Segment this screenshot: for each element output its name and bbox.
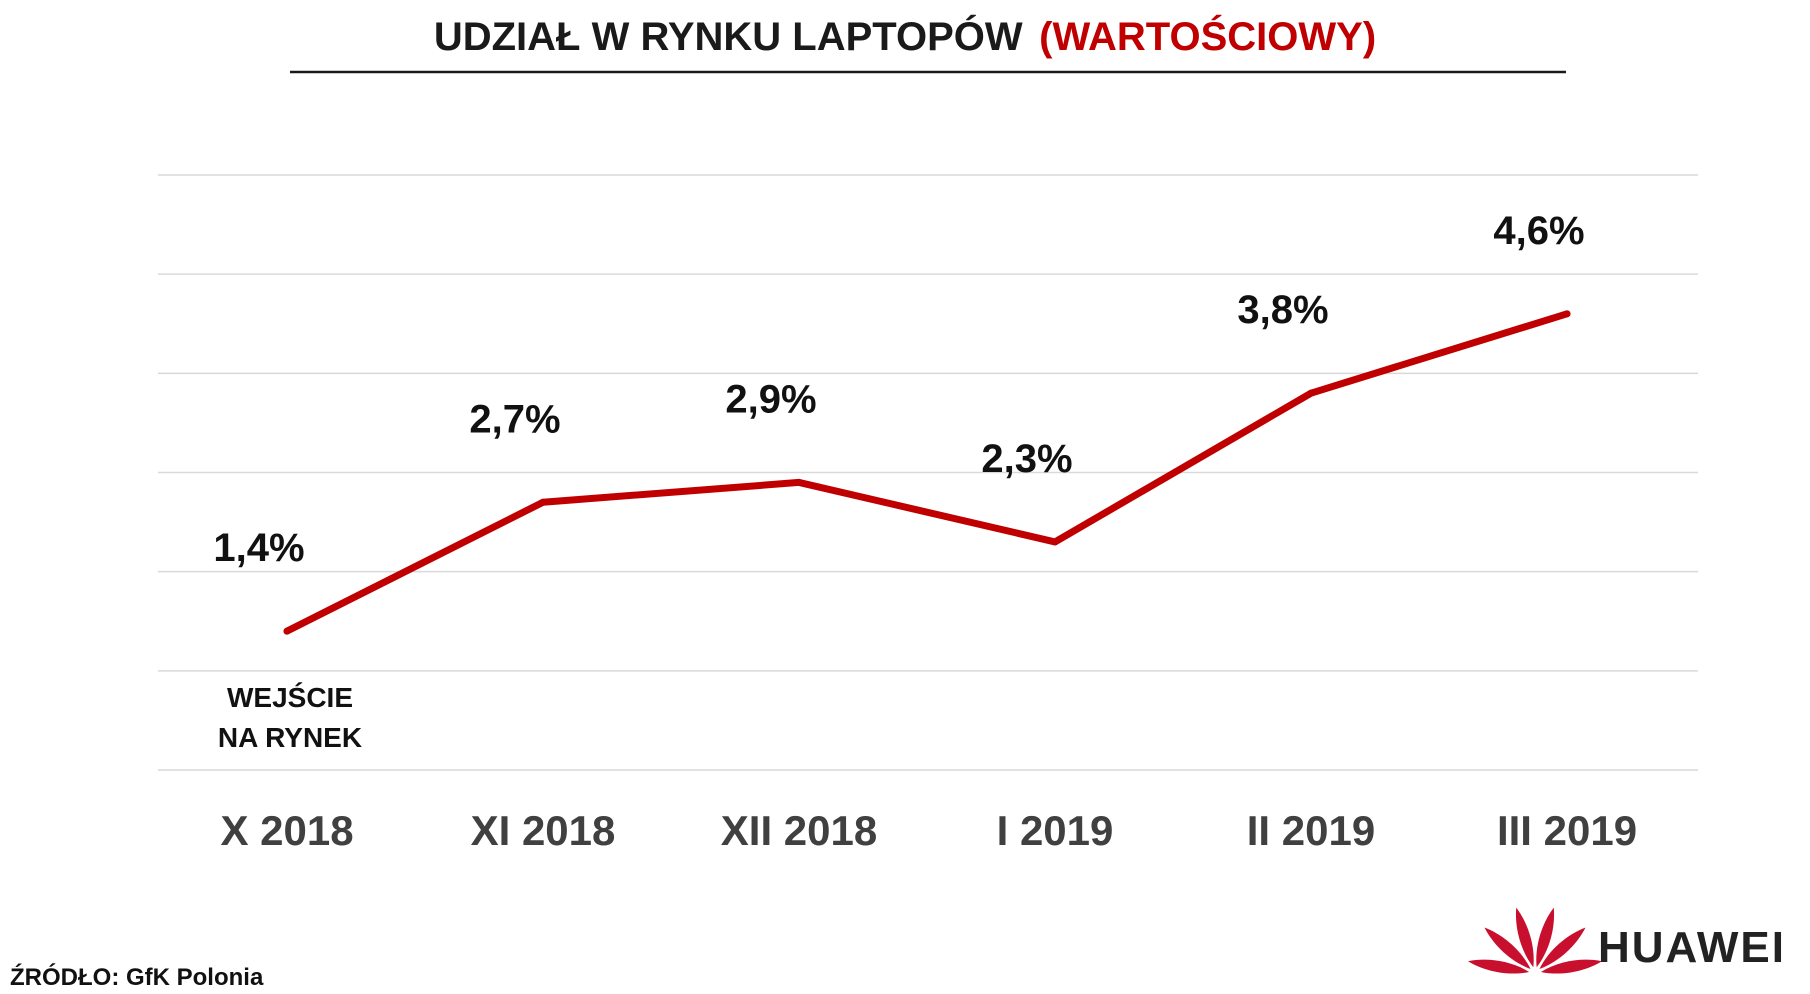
- logo-petal: [1539, 927, 1586, 969]
- series-line: [283, 310, 1571, 635]
- huawei-petal-logo-icon: [1468, 907, 1602, 974]
- x-tick-label: II 2019: [1247, 807, 1375, 854]
- data-point: [795, 478, 803, 486]
- chart-title-accent: (WARTOŚCIOWY): [1039, 13, 1376, 59]
- data-label: 2,3%: [981, 437, 1072, 481]
- chart-title: UDZIAŁ W RYNKU LAPTOPÓW (WARTOŚCIOWY): [434, 13, 1376, 59]
- x-tick-label: I 2019: [997, 807, 1114, 854]
- data-label: 1,4%: [213, 526, 304, 570]
- data-label: 3,8%: [1237, 288, 1328, 332]
- data-label: 2,7%: [469, 397, 560, 441]
- annotation-text: NA RYNEK: [218, 722, 362, 753]
- data-point: [283, 627, 291, 635]
- x-tick-label: XII 2018: [721, 807, 877, 854]
- source-note: ŹRÓDŁO: GfK Polonia: [10, 963, 264, 991]
- data-point: [539, 498, 547, 506]
- data-label: 2,9%: [725, 377, 816, 421]
- series-line-path: [283, 310, 1571, 635]
- logo-petal: [1468, 959, 1530, 974]
- logo-petal: [1540, 959, 1602, 974]
- logo-petal: [1484, 927, 1531, 969]
- annotation-text: WEJŚCIE: [227, 682, 353, 713]
- x-axis-ticks: X 2018 XI 2018 XII 2018 I 2019 II 2019 III 20…: [220, 807, 1637, 854]
- x-tick-label: III 2019: [1497, 807, 1637, 854]
- data-point: [1051, 538, 1059, 546]
- gridlines: [158, 174, 1698, 771]
- chart-title-main: UDZIAŁ W RYNKU LAPTOPÓW: [434, 13, 1023, 59]
- logo-petal: [1515, 907, 1534, 968]
- data-point: [1563, 310, 1571, 318]
- x-tick-label: X 2018: [220, 807, 353, 854]
- x-tick-label: XI 2018: [471, 807, 616, 854]
- annotations: WEJŚCIE NA RYNEK: [218, 682, 362, 753]
- brand-name: HUAWEI: [1598, 923, 1786, 972]
- data-labels: 1,4% 2,7% 2,9% 2,3% 3,8% 4,6%: [213, 209, 1584, 570]
- data-point: [1307, 389, 1315, 397]
- data-label: 4,6%: [1493, 209, 1584, 253]
- logo-petal: [1536, 907, 1555, 968]
